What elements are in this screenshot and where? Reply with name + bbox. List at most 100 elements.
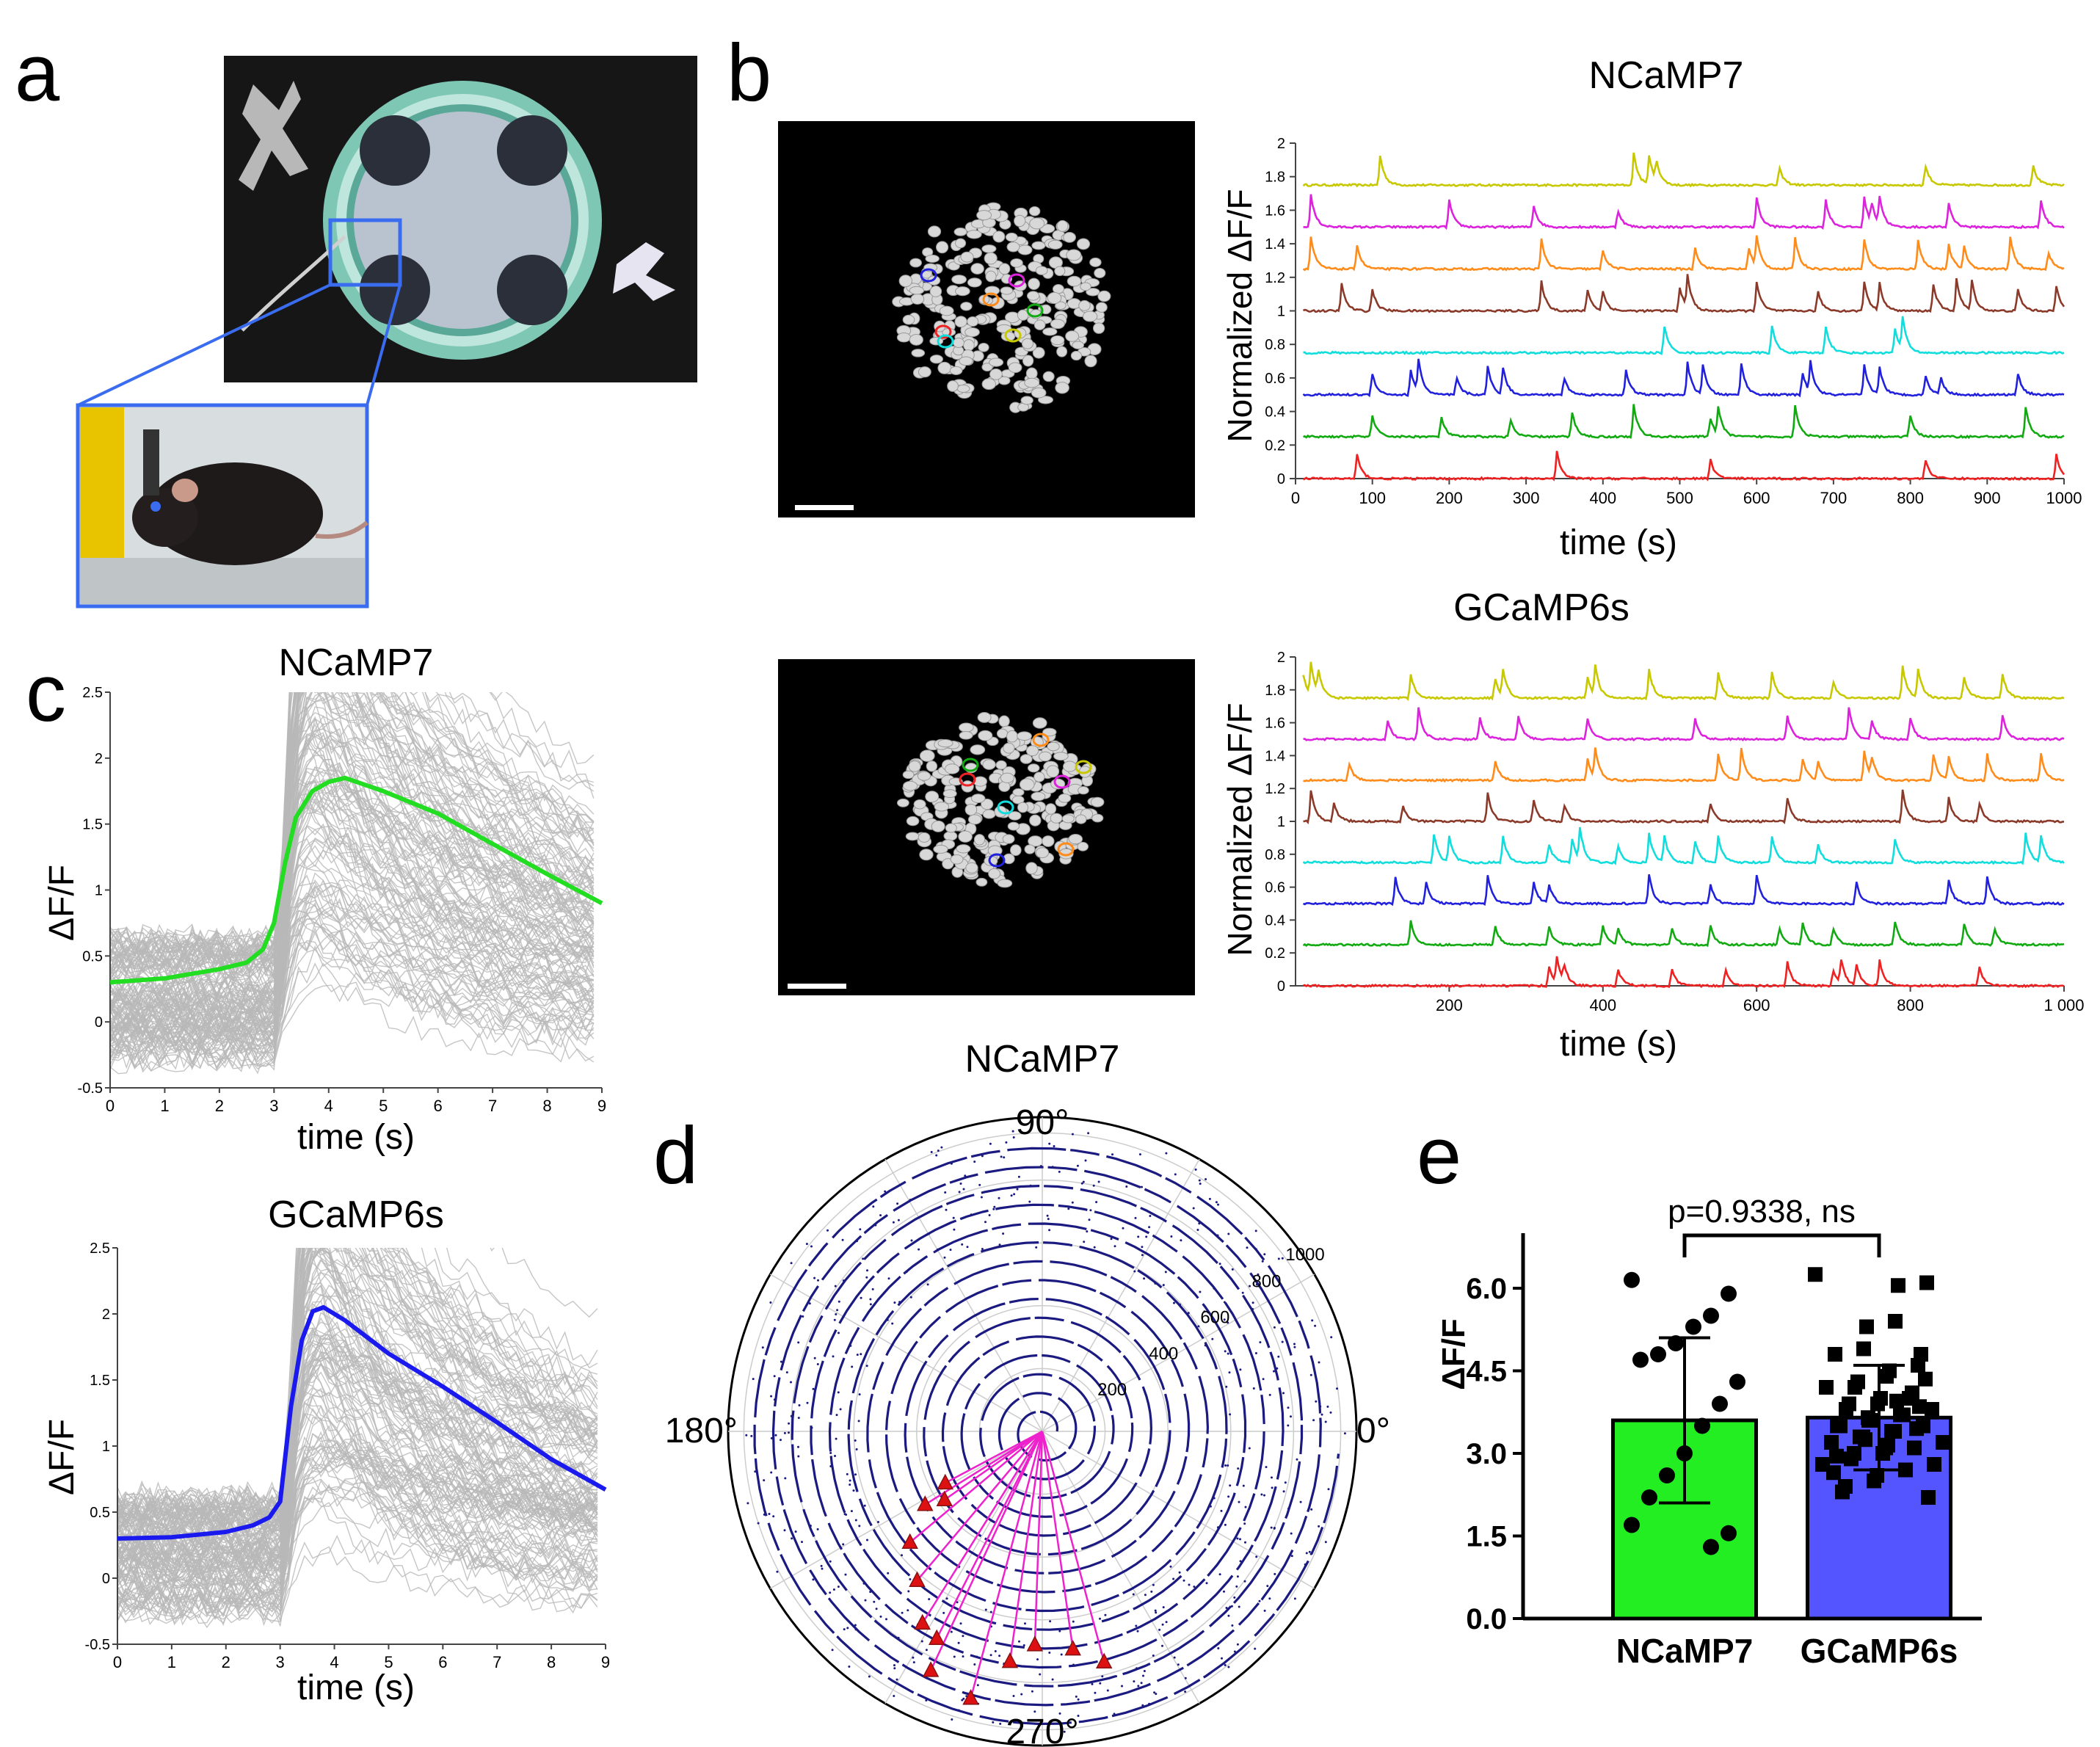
trial-trace — [117, 1478, 598, 1611]
trajectory-dot — [1304, 1563, 1307, 1566]
trajectory-dot — [770, 1471, 773, 1474]
trajectory-dot — [797, 1455, 800, 1458]
trajectory-dot — [763, 1513, 766, 1516]
trajectory-dot — [1227, 1464, 1229, 1467]
trajectory-dot — [989, 1654, 992, 1657]
x-tick-label: 6 — [438, 1653, 447, 1671]
y-tick-label: 4.5 — [1466, 1356, 1507, 1388]
mean-trace — [117, 1305, 607, 1541]
cell-roi — [1028, 277, 1040, 290]
trajectory-dot — [829, 1465, 832, 1467]
trajectory-dot — [1299, 1500, 1302, 1503]
trajectory-dot — [1018, 1640, 1020, 1643]
trajectory-dot — [1177, 1663, 1180, 1666]
trial-trace — [110, 692, 595, 961]
trajectory-dot — [869, 1591, 872, 1594]
trajectory-dot — [976, 1684, 979, 1687]
trajectory-dot — [859, 1228, 862, 1231]
trajectory-dot — [1110, 1238, 1113, 1241]
trajectory-dot — [992, 1207, 995, 1210]
data-point — [1881, 1437, 1895, 1453]
cell-roi — [1005, 232, 1018, 242]
cell-roi — [1070, 350, 1083, 361]
trajectory-dot — [885, 1618, 887, 1621]
cell-roi — [1066, 249, 1082, 261]
trajectory-dot — [1243, 1448, 1246, 1451]
cell-roi — [1000, 286, 1014, 295]
trial-trace — [110, 692, 595, 959]
trajectory-dot — [891, 1322, 894, 1325]
trajectory-dot — [1265, 1466, 1268, 1469]
trajectory-dot — [893, 1664, 895, 1667]
cell-roi — [1042, 327, 1058, 336]
trial-trace — [110, 886, 595, 979]
trajectory-dot — [973, 1161, 976, 1163]
cell-roi — [918, 832, 931, 843]
trajectory-dot — [839, 1408, 842, 1411]
trajectory-dot — [801, 1541, 803, 1544]
trajectory-dot — [1296, 1458, 1298, 1461]
trajectory-dot — [844, 1573, 847, 1576]
x-tick-label: 400 — [1589, 489, 1616, 507]
trajectory-dot — [1315, 1400, 1318, 1403]
trial-trace — [110, 872, 595, 1014]
trajectory-dot — [1215, 1201, 1218, 1204]
trajectory-dot — [1046, 1214, 1049, 1217]
trajectory-dot — [1199, 1290, 1202, 1293]
trajectory-dot — [898, 1301, 901, 1304]
trajectory-dot — [854, 1628, 857, 1631]
trajectory-dot — [989, 1610, 992, 1613]
trajectory-dot — [832, 1588, 835, 1591]
data-point — [1927, 1457, 1941, 1472]
trace-orange — [1302, 235, 2065, 272]
trajectory-dot — [959, 1183, 962, 1185]
cell-roi — [917, 771, 931, 781]
trajectory-dot — [1075, 1695, 1078, 1698]
trajectory-dot — [949, 1249, 952, 1252]
trajectory-dot — [1319, 1405, 1322, 1408]
trajectory-dot — [846, 1472, 849, 1475]
cell-roi — [976, 210, 992, 221]
y-tick-label: 2 — [102, 1307, 110, 1323]
data-point — [1912, 1399, 1927, 1414]
data-point — [1712, 1395, 1728, 1412]
trajectory-dot — [958, 1191, 961, 1194]
trajectory-dot — [1230, 1605, 1233, 1608]
cell-roi — [965, 862, 978, 873]
y-tick-label: -0.5 — [85, 1637, 110, 1653]
trajectory-dot — [1092, 1184, 1095, 1187]
trajectory-dot — [850, 1510, 853, 1513]
trajectory-dot — [1154, 1609, 1157, 1612]
trajectory-dot — [984, 1608, 987, 1611]
trajectory-dot — [1254, 1647, 1257, 1650]
cell-roi — [1025, 862, 1038, 875]
trajectory-dot — [1143, 1277, 1146, 1280]
trajectory-dot — [788, 1422, 791, 1425]
trajectory-dot — [1060, 1653, 1063, 1656]
trajectory-dot — [993, 1205, 996, 1208]
cell-roi — [1010, 258, 1023, 268]
data-point — [1889, 1393, 1904, 1409]
trajectory-dot — [816, 1528, 819, 1530]
trajectory-dot — [981, 1248, 984, 1250]
highlight-roi-cyan — [997, 800, 1014, 815]
x-tick-label: 100 — [1359, 489, 1386, 507]
cell-roi — [947, 380, 959, 392]
x-tick-label: 0 — [1291, 489, 1300, 507]
cell-roi — [951, 275, 967, 285]
x-tick-label: 200 — [1436, 996, 1463, 1014]
trajectory-dot — [1329, 1411, 1332, 1414]
trajectory-dot — [920, 1640, 923, 1643]
trajectory-dot — [794, 1530, 797, 1533]
b-xlabel-top: time (s) — [1560, 523, 1677, 562]
trajectory-dot — [1122, 1227, 1125, 1230]
trace-orange — [1303, 747, 2065, 783]
trajectory-dot — [1314, 1324, 1317, 1327]
trajectory-dot — [952, 1216, 955, 1219]
trajectory-dot — [1228, 1371, 1231, 1374]
trajectory-dot — [959, 1622, 962, 1625]
y-tick-label: 0.8 — [1265, 337, 1285, 353]
cell-roi — [960, 302, 973, 311]
event-triangle — [922, 1661, 940, 1677]
trajectory-dot — [1252, 1387, 1255, 1390]
